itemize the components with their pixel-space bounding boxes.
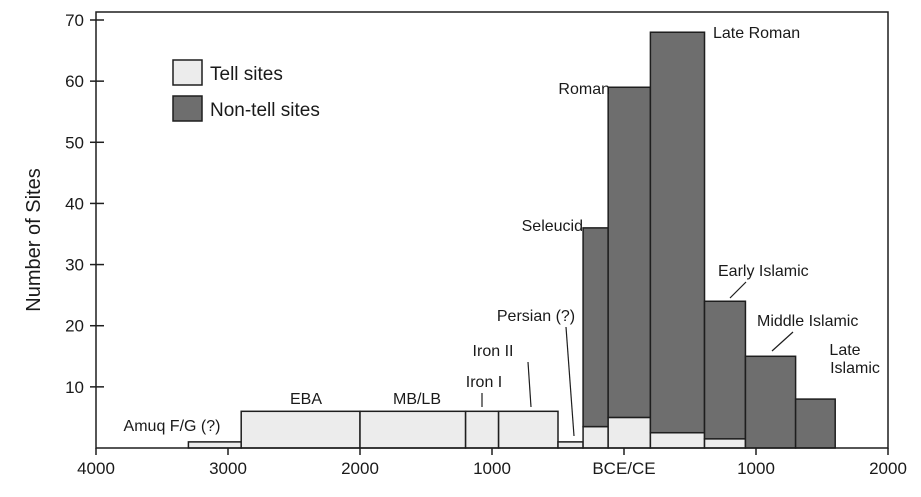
period-leader-line xyxy=(729,281,747,299)
x-tick-label: BCE/CE xyxy=(592,459,655,478)
period-label-seleucid: Seleucid xyxy=(522,218,583,235)
x-tick-label: 2000 xyxy=(341,459,379,478)
period-label-mb-lb: MB/LB xyxy=(393,391,441,408)
bar-tell xyxy=(703,438,747,449)
y-tick-label: 50 xyxy=(65,133,84,152)
bar-non-tell xyxy=(582,227,609,428)
period-label-eba: EBA xyxy=(290,391,322,408)
legend-swatch-non-tell xyxy=(172,95,203,122)
bar-non-tell xyxy=(744,355,797,449)
x-tick-label: 3000 xyxy=(209,459,247,478)
x-tick-label: 1000 xyxy=(737,459,775,478)
period-label-late-islamic: Late Islamic xyxy=(829,342,879,377)
bar-non-tell xyxy=(794,398,836,449)
bar-tell xyxy=(464,410,500,449)
y-tick-label: 30 xyxy=(65,256,84,275)
x-tick-label: 4000 xyxy=(77,459,115,478)
x-tick-label: 2000 xyxy=(869,459,907,478)
legend-label-tell: Tell sites xyxy=(210,64,283,85)
axes-layer: 4000 3000 2000 1000 BCE/CE 1000 2000 10 20 30 40 50… xyxy=(65,11,907,478)
bar-tell xyxy=(497,410,559,449)
period-label-persian: Persian (?) xyxy=(497,308,575,325)
y-tick-label: 10 xyxy=(65,378,84,397)
y-tick-label: 70 xyxy=(65,11,84,30)
bar-tell xyxy=(557,441,584,449)
period-label-early-islamic: Early Islamic xyxy=(718,263,809,280)
bar-tell xyxy=(359,410,467,449)
bar-non-tell xyxy=(649,31,706,434)
bar-tell xyxy=(240,410,361,449)
period-label-line: Islamic xyxy=(830,360,880,377)
y-tick-label: 60 xyxy=(65,72,84,91)
period-leader-line xyxy=(527,361,532,408)
legend-label-non-tell: Non-tell sites xyxy=(210,100,320,121)
y-tick-label: 40 xyxy=(65,194,84,213)
y-tick-label: 20 xyxy=(65,317,84,336)
x-tick-label: 1000 xyxy=(473,459,511,478)
legend: Tell sites Non-tell sites xyxy=(172,59,320,122)
period-leader-line xyxy=(565,326,575,437)
bar-non-tell xyxy=(607,86,652,419)
bar-non-tell xyxy=(703,300,747,440)
period-leader-line xyxy=(771,331,794,352)
period-labels-layer: Amuq F/G (?) EBA MB/LB Iron I Iron II Persian… xyxy=(124,25,880,437)
bar-tell xyxy=(582,425,609,449)
bars-layer xyxy=(187,31,836,449)
period-label-middle-islamic: Middle Islamic xyxy=(757,313,858,330)
period-label-iron-ii: Iron II xyxy=(473,343,514,360)
y-axis-title: Number of Sites xyxy=(23,168,45,311)
bar-tell xyxy=(607,416,652,449)
period-label-line: Late xyxy=(829,342,860,359)
legend-swatch-tell xyxy=(172,59,203,86)
bar-tell xyxy=(649,431,706,449)
period-label-late-roman: Late Roman xyxy=(713,25,800,42)
period-label-amuq-f-g: Amuq F/G (?) xyxy=(124,418,221,435)
period-label-roman: Roman xyxy=(558,81,610,98)
bar-tell xyxy=(187,441,242,449)
period-label-iron-i: Iron I xyxy=(466,374,502,391)
